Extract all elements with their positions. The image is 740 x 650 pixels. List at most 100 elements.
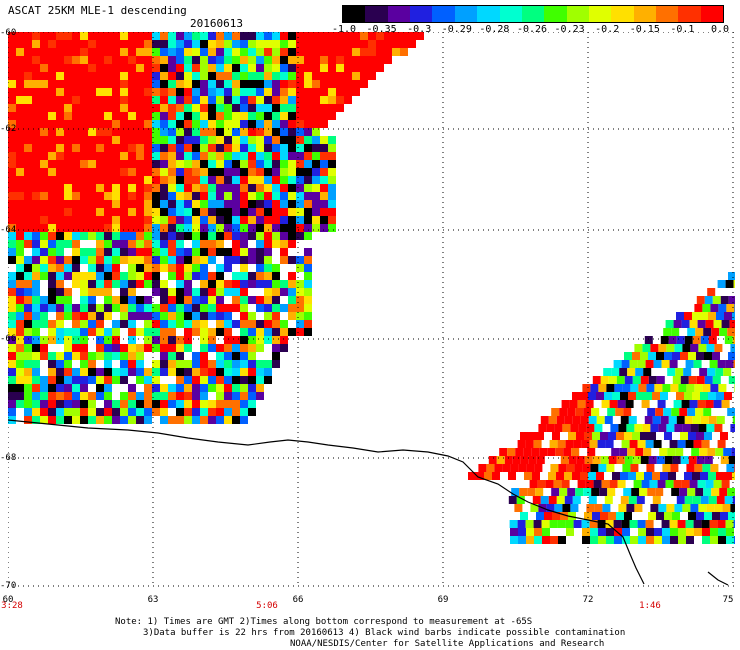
data-cell: [96, 160, 104, 168]
data-cell: [240, 376, 248, 384]
data-cell: [128, 104, 136, 112]
data-cell: [16, 192, 24, 200]
data-cell: [232, 336, 240, 344]
data-cell: [176, 112, 184, 120]
data-cell: [698, 344, 707, 352]
data-cell: [120, 256, 128, 264]
data-cell: [622, 464, 631, 472]
data-cell: [673, 400, 682, 408]
data-cell: [192, 232, 200, 240]
data-cell: [280, 48, 288, 56]
data-cell: [152, 200, 160, 208]
data-cell: [176, 392, 184, 400]
data-cell: [64, 144, 72, 152]
data-cell: [24, 376, 32, 384]
data-cell: [304, 184, 312, 192]
data-cell: [136, 216, 144, 224]
data-cell: [40, 240, 48, 248]
data-cell: [304, 72, 312, 80]
data-cell: [200, 216, 208, 224]
lat-label-70: -70: [0, 581, 17, 591]
data-cell: [695, 488, 704, 496]
data-cell: [80, 384, 88, 392]
data-cell: [72, 368, 80, 376]
data-cell: [64, 232, 72, 240]
data-cell: [24, 280, 32, 288]
data-cell: [24, 336, 32, 344]
data-cell: [144, 200, 152, 208]
data-cell: [680, 432, 688, 440]
data-cell: [88, 48, 96, 56]
data-cell: [656, 512, 664, 520]
data-cell: [128, 168, 136, 176]
data-cell: [104, 192, 112, 200]
data-cell: [40, 200, 48, 208]
data-cell: [56, 80, 64, 88]
data-cell: [208, 160, 216, 168]
data-cell: [240, 248, 248, 256]
data-cell: [526, 528, 534, 536]
lat-label-68: -68: [0, 453, 17, 463]
data-cell: [128, 176, 136, 184]
data-cell: [168, 328, 176, 336]
data-cell: [152, 56, 160, 64]
data-cell: [288, 224, 296, 232]
data-cell: [32, 256, 40, 264]
data-cell: [296, 192, 304, 200]
data-cell: [713, 400, 722, 408]
data-cell: [120, 104, 128, 112]
data-cell: [72, 80, 80, 88]
data-cell: [288, 200, 296, 208]
data-cell: [556, 472, 564, 480]
colorbar-swatch: [611, 6, 634, 22]
data-cell: [48, 384, 56, 392]
data-cell: [128, 360, 136, 368]
data-cell: [280, 320, 288, 328]
data-cell: [280, 128, 288, 136]
data-cell: [64, 40, 72, 48]
data-cell: [184, 272, 192, 280]
data-cell: [715, 448, 724, 456]
data-cell: [96, 224, 104, 232]
data-cell: [208, 216, 216, 224]
data-cell: [224, 176, 232, 184]
data-cell: [32, 136, 40, 144]
data-cell: [232, 72, 240, 80]
data-cell: [328, 64, 336, 72]
data-cell: [128, 400, 136, 408]
data-cell: [104, 152, 112, 160]
data-cell: [304, 80, 312, 88]
data-cell: [264, 112, 272, 120]
data-cell: [352, 64, 360, 72]
data-cell: [670, 536, 678, 544]
data-cell: [224, 48, 232, 56]
data-cell: [642, 344, 651, 352]
data-cell: [716, 496, 725, 504]
data-cell: [660, 416, 669, 424]
data-cell: [120, 376, 128, 384]
data-cell: [534, 528, 542, 536]
data-cell: [152, 288, 160, 296]
data-cell: [312, 40, 320, 48]
data-cell: [160, 176, 168, 184]
data-cell: [96, 88, 104, 96]
data-cell: [64, 48, 72, 56]
data-cell: [240, 72, 248, 80]
data-cell: [16, 56, 24, 64]
data-cell: [352, 56, 360, 64]
data-cell: [620, 392, 628, 400]
data-cell: [296, 48, 304, 56]
data-cell: [657, 480, 666, 488]
data-cell: [176, 416, 184, 424]
data-cell: [152, 168, 160, 176]
data-cell: [232, 248, 240, 256]
data-cell: [224, 328, 232, 336]
data-cell: [644, 392, 652, 400]
data-cell: [56, 192, 64, 200]
data-cell: [160, 72, 168, 80]
data-cell: [216, 176, 224, 184]
data-cell: [320, 120, 328, 128]
data-cell: [88, 104, 96, 112]
data-cell: [304, 64, 312, 72]
data-cell: [320, 112, 328, 120]
